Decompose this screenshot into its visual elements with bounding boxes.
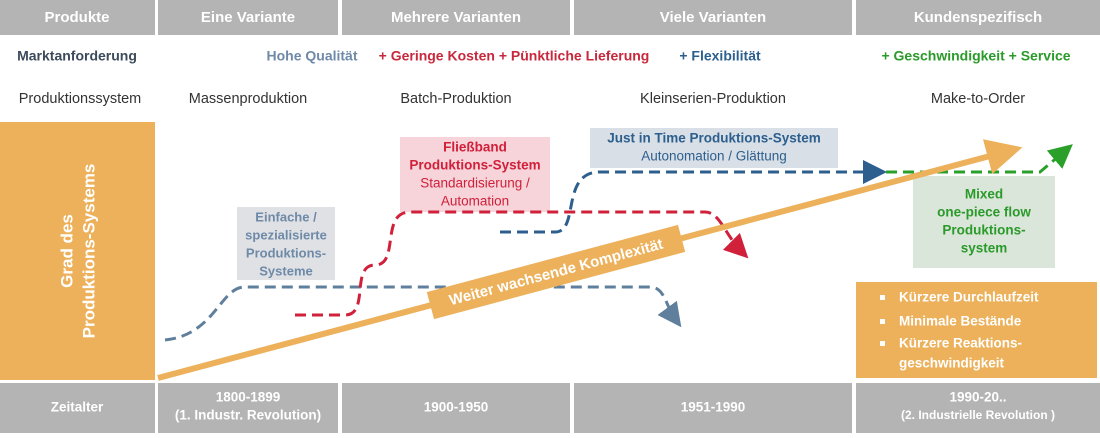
systems: Produktionssystem Massenproduktion Batch… bbox=[19, 91, 1026, 107]
row-label: Marktanforderung bbox=[17, 48, 137, 64]
row-label: Zeitalter bbox=[51, 400, 104, 415]
requirements: Marktanforderung Hohe Qualität + Geringe… bbox=[17, 48, 1071, 64]
era: 1800-1899 bbox=[216, 390, 281, 405]
mixed-box: Mixed one-piece flow Produktions- system bbox=[937, 187, 1031, 256]
requirement: + Flexibilität bbox=[679, 48, 761, 64]
benefit: Minimale Bestände bbox=[899, 314, 1022, 329]
box-text: Produktions- bbox=[246, 245, 326, 260]
system: Make-to-Order bbox=[931, 91, 1025, 107]
header-cell: Mehrere Varianten bbox=[391, 9, 521, 26]
system: Kleinserien-Produktion bbox=[640, 91, 786, 107]
axis-label-line: Grad des bbox=[57, 214, 76, 288]
row-label: Produktionssystem bbox=[19, 91, 142, 107]
header: Produkte Eine Variante Mehrere Varianten… bbox=[44, 9, 1042, 26]
benefit: Kürzere Reaktions- bbox=[899, 336, 1022, 351]
era: 1951-1990 bbox=[681, 400, 746, 415]
box-text: spezialisierte bbox=[245, 227, 327, 242]
system: Massenproduktion bbox=[189, 91, 308, 107]
benefit: Kürzere Durchlaufzeit bbox=[899, 290, 1039, 305]
box-text: Standardisierung / bbox=[420, 176, 530, 191]
arrow-label: Weiter wachsende Komplexität bbox=[426, 224, 686, 320]
simple-box: Einfache / spezialisierte Produktions- S… bbox=[245, 209, 327, 278]
benefits: Kürzere Durchlaufzeit Minimale Bestände … bbox=[880, 290, 1039, 371]
boxes-bg bbox=[237, 128, 1097, 378]
arrow-text: Weiter wachsende Komplexität bbox=[447, 236, 665, 310]
era: (1. Industr. Revolution) bbox=[175, 408, 321, 423]
box-title: Fließband bbox=[443, 140, 507, 155]
era: (2. Industrielle Revolution ) bbox=[901, 408, 1055, 422]
box-text: system bbox=[961, 241, 1008, 256]
era: 1990-20.. bbox=[949, 390, 1006, 405]
jit-box: Just in Time Produktions-System Autonoma… bbox=[607, 131, 821, 164]
box-title: Produktions-System bbox=[409, 158, 540, 173]
box-text: one-piece flow bbox=[937, 205, 1031, 220]
eras: Zeitalter 1800-1899 (1. Industr. Revolut… bbox=[51, 390, 1055, 423]
requirement: Hohe Qualität bbox=[266, 48, 357, 64]
box-text: Mixed bbox=[965, 187, 1003, 202]
header-cell: Kundenspezifisch bbox=[914, 9, 1042, 26]
header-cell: Viele Varianten bbox=[660, 9, 766, 26]
assembly-box: Fließband Produktions-System Standardisi… bbox=[409, 140, 540, 209]
requirement: + Geringe Kosten + Pünktliche Lieferung bbox=[379, 48, 650, 64]
benefit: geschwindigkeit bbox=[899, 356, 1005, 371]
axis-label: Grad des Produktions-Systems bbox=[57, 164, 98, 339]
requirement: + Geschwindigkeit + Service bbox=[881, 48, 1070, 64]
axis-box bbox=[0, 122, 155, 380]
box-text: Einfache / bbox=[255, 209, 317, 224]
header-cell: Eine Variante bbox=[201, 9, 295, 26]
box-title: Just in Time Produktions-System bbox=[607, 131, 821, 146]
axis-label-line: Produktions-Systems bbox=[79, 164, 98, 339]
header-cell: Produkte bbox=[44, 9, 109, 26]
system: Batch-Produktion bbox=[400, 91, 511, 107]
box-text: Automation bbox=[441, 194, 509, 209]
box-text: Produktions- bbox=[942, 223, 1025, 238]
era: 1900-1950 bbox=[424, 400, 489, 415]
box-text: Systeme bbox=[259, 263, 312, 278]
box-text: Autonomation / Glättung bbox=[641, 149, 787, 164]
